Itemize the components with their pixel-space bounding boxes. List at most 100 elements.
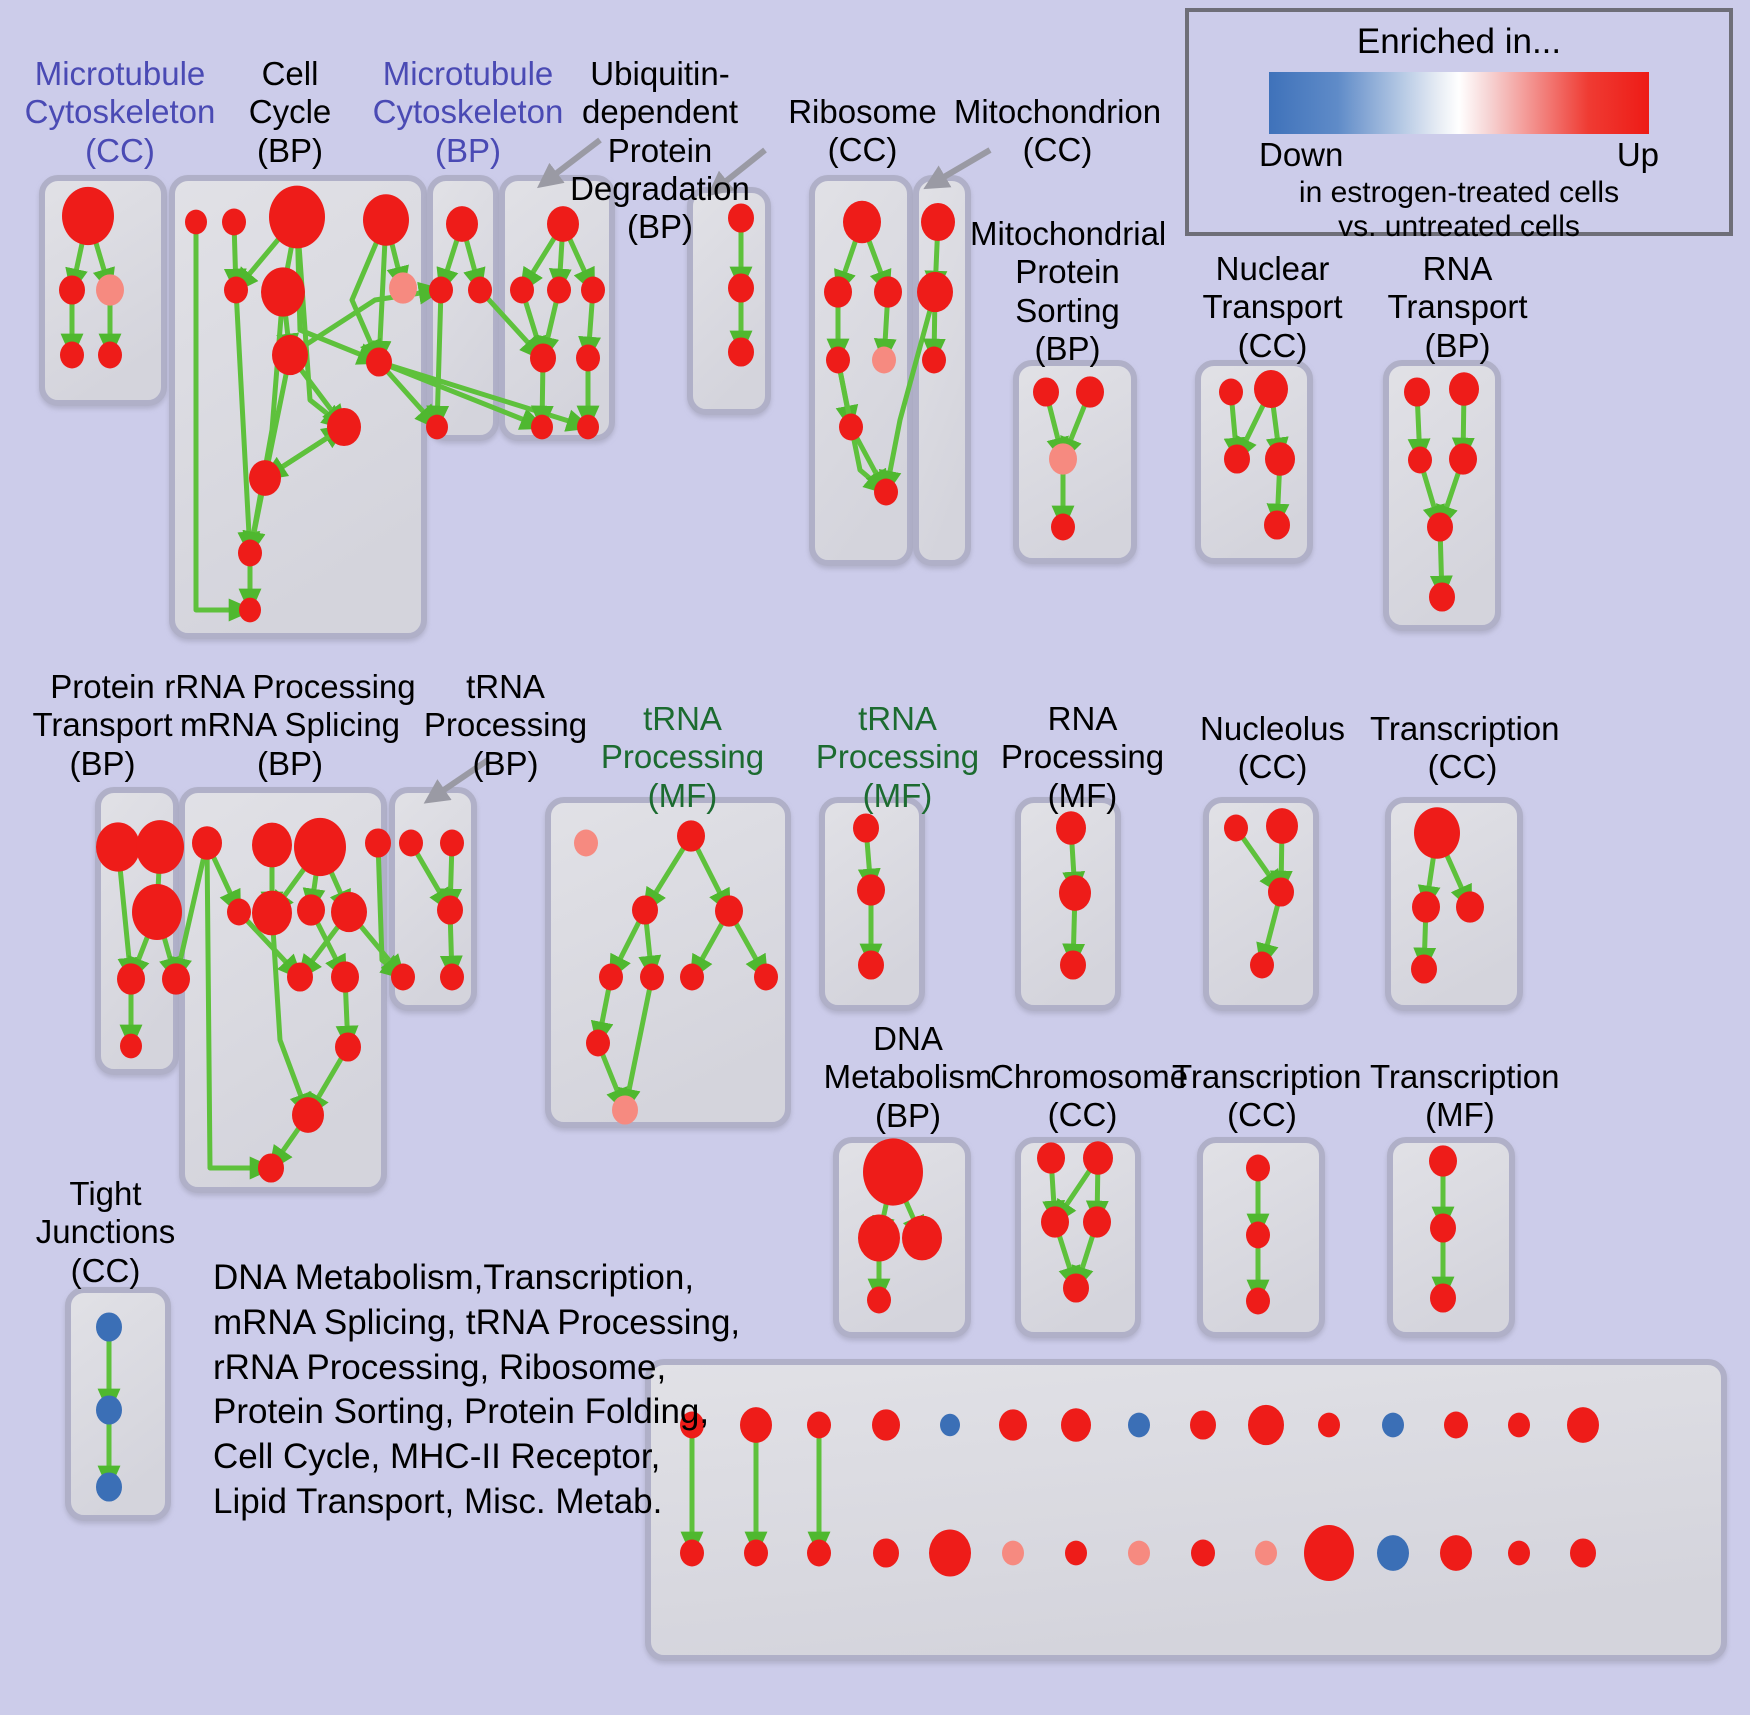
gene-node-rrna-mrna — [391, 963, 415, 991]
gene-node-cell-cycle — [327, 407, 361, 447]
gene-node-misc-wide-bot — [1128, 1540, 1150, 1566]
box-nucleolus — [1203, 797, 1319, 1011]
gene-node-misc-wide-bot — [680, 1539, 704, 1567]
gene-node-misc-wide-bot — [1255, 1540, 1277, 1566]
gene-node-ubiquitin2 — [728, 273, 754, 303]
gene-node-misc-wide-top — [1248, 1404, 1284, 1446]
label-transcription-cc-top: Transcription (CC) — [1370, 710, 1560, 786]
gene-node-rrna-mrna — [294, 817, 346, 877]
gene-node-trna-bp — [437, 895, 463, 925]
gene-node-misc-wide-top — [740, 1407, 772, 1443]
label-microtubule-cytoskeleton-bp: Microtubule Cytoskeleton (BP) — [372, 55, 564, 169]
gene-node-cell-cycle — [366, 347, 392, 377]
box-misc-wide — [645, 1359, 1727, 1661]
gene-node-ubiquitin2 — [728, 203, 754, 233]
gene-node-nucleolus — [1268, 877, 1294, 907]
gene-node-misc-wide-top — [1061, 1408, 1091, 1442]
network-edge — [287, 281, 445, 358]
gene-node-misc-wide-bot — [873, 1538, 899, 1568]
gene-node-misc-wide-top — [807, 1411, 831, 1439]
gene-node-misc-wide-top — [1382, 1412, 1404, 1438]
gene-node-transcription-cc-bot — [1246, 1287, 1270, 1315]
network-edge — [269, 910, 312, 1120]
network-edge — [169, 840, 210, 984]
gene-node-rna-processing-mf — [1059, 875, 1091, 911]
gene-node-dna-metabolism — [863, 1138, 923, 1206]
label-trna-processing-bp: tRNA Processing (BP) — [423, 668, 588, 782]
gene-node-tight-junctions — [96, 1472, 122, 1502]
gene-node-rna-processing-mf — [1060, 950, 1086, 980]
arrow-ubiquitin — [707, 147, 767, 197]
gene-node-trna-mf-1 — [680, 963, 704, 991]
gene-node-ribosome — [826, 346, 850, 374]
gene-node-tight-junctions — [96, 1312, 122, 1342]
label-rna-processing-mf: RNA Processing (MF) — [1000, 700, 1165, 814]
gene-node-protein-transport — [117, 963, 145, 995]
gene-node-microtubule-cc — [62, 186, 114, 246]
label-rrna-processing-mrna-splicing-bp: rRNA Processing mRNA Splicing (BP) — [164, 668, 416, 782]
gene-node-ubiquitin — [581, 276, 605, 304]
gene-node-trna-bp — [440, 963, 464, 991]
gene-node-trna-mf-2 — [858, 950, 884, 980]
gene-node-ribosome — [824, 276, 852, 308]
gene-node-microtubule-cc — [59, 275, 85, 305]
arrow-microtubule-bp — [536, 137, 602, 189]
gene-node-misc-wide-bot — [807, 1539, 831, 1567]
gene-node-nuclear-transport — [1224, 444, 1250, 474]
gene-node-dna-metabolism — [858, 1214, 900, 1262]
gene-node-cell-cycle — [272, 334, 308, 376]
gene-node-cell-cycle — [389, 272, 417, 304]
label-tight-junctions-cc: Tight Junctions (CC) — [35, 1175, 176, 1289]
gene-node-ribosome — [872, 346, 896, 374]
label-transcription-cc-bottom: Transcription (CC) — [1172, 1058, 1362, 1134]
gene-node-rrna-mrna — [258, 1153, 284, 1183]
gene-node-ribosome — [874, 276, 902, 308]
gene-node-chromosome — [1063, 1273, 1089, 1303]
gene-node-trna-bp — [440, 829, 464, 857]
label-transcription-mf: Transcription (MF) — [1370, 1058, 1560, 1134]
legend-panel: Enriched in... Down Up in estrogen-treat… — [1185, 8, 1733, 243]
gene-node-cell-cycle — [249, 460, 281, 496]
gene-node-chromosome — [1041, 1206, 1069, 1238]
gene-node-cell-cycle — [224, 276, 248, 304]
gene-node-microtubule-bp — [468, 276, 492, 304]
network-edge — [233, 287, 261, 558]
gene-node-protein-transport — [120, 1033, 142, 1059]
gene-node-trna-mf-1 — [632, 895, 658, 925]
gene-node-dna-metabolism — [867, 1286, 891, 1314]
gene-node-misc-wide-top — [680, 1411, 704, 1439]
gene-node-trna-bp — [399, 829, 423, 857]
gene-node-rrna-mrna — [252, 890, 292, 936]
gene-node-misc-wide-bot — [744, 1539, 768, 1567]
label-rna-transport-bp: RNA Transport (BP) — [1387, 250, 1528, 364]
gene-node-misc-wide-bot — [1377, 1535, 1409, 1571]
gene-node-misc-wide-top — [1190, 1410, 1216, 1440]
gene-node-rna-transport — [1449, 443, 1477, 475]
gene-node-microtubule-bp — [429, 276, 453, 304]
network-edge — [477, 287, 546, 362]
gene-node-rna-transport — [1449, 372, 1479, 406]
gene-node-ribosome — [874, 478, 898, 506]
gene-node-ribosome — [839, 413, 863, 441]
network-edge — [349, 217, 389, 367]
legend-title: Enriched in... — [1356, 22, 1562, 61]
gene-node-misc-wide-bot — [1304, 1525, 1354, 1581]
gene-node-cell-cycle — [185, 209, 207, 235]
gene-node-trna-mf-2 — [853, 813, 879, 843]
gene-node-microtubule-cc — [96, 274, 124, 306]
gene-node-transcription-mf — [1429, 1145, 1457, 1177]
gene-node-nuclear-transport — [1219, 378, 1243, 406]
box-chromosome — [1015, 1137, 1141, 1338]
network-edge — [426, 287, 450, 432]
gene-node-ubiquitin — [576, 344, 600, 372]
gene-node-misc-wide-top — [1567, 1407, 1599, 1443]
gene-node-protein-transport — [136, 820, 184, 874]
gene-node-transcription-cc-bot — [1246, 1221, 1270, 1249]
gene-node-cell-cycle — [222, 208, 246, 236]
gene-node-mitochondrion — [917, 271, 953, 313]
gene-node-trna-mf-1 — [754, 963, 778, 991]
gene-node-trna-mf-2 — [857, 874, 885, 906]
label-mitochondrion-cc: Mitochondrion (CC) — [953, 93, 1162, 169]
gene-node-misc-wide-top — [872, 1409, 900, 1441]
